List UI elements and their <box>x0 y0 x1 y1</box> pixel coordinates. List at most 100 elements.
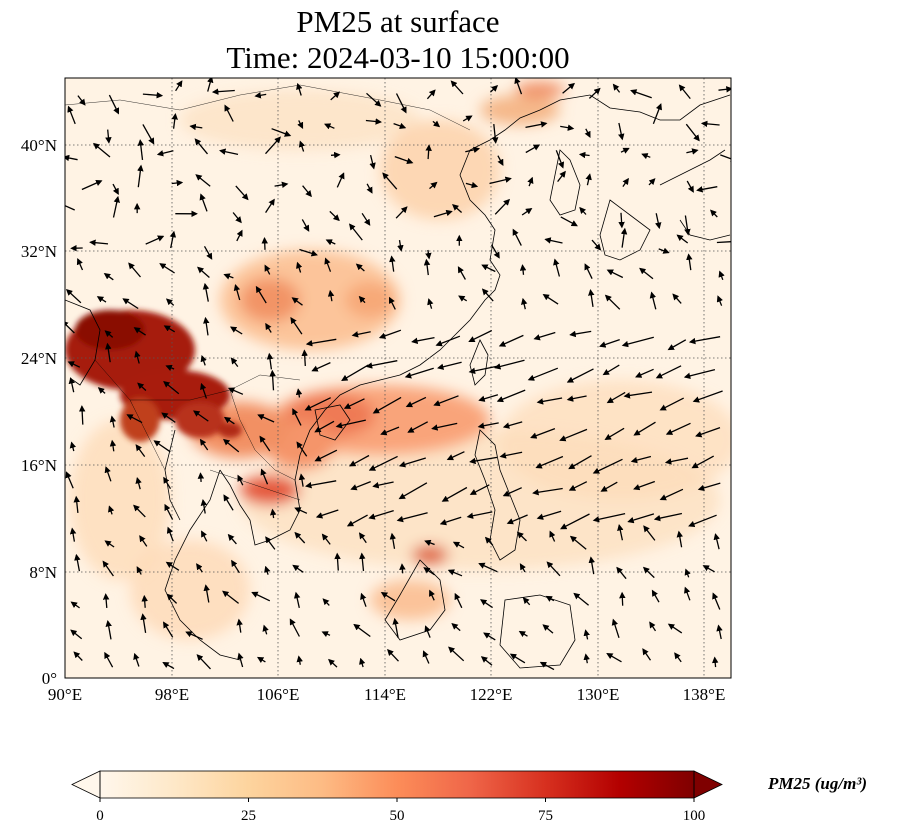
wind-arrow <box>73 651 83 661</box>
wind-arrow <box>327 289 335 302</box>
colorbar-label: PM25 (ug/m³) <box>768 774 868 793</box>
wind-arrow <box>378 329 402 339</box>
wind-arrow <box>604 427 625 440</box>
wind-arrow <box>651 589 660 603</box>
lat-tick-label: 0° <box>42 669 57 688</box>
wind-arrow <box>359 552 366 572</box>
wind-arrow <box>235 185 249 201</box>
wind-arrow <box>203 316 210 336</box>
wind-arrow <box>65 320 75 334</box>
wind-arrow <box>392 617 399 638</box>
wind-arrow <box>304 397 331 411</box>
wind-arrow <box>630 455 652 464</box>
wind-arrow <box>353 623 371 638</box>
wind-arrow <box>137 164 144 188</box>
wind-arrow <box>67 105 76 125</box>
wind-arrow <box>105 342 112 363</box>
wind-arrow <box>633 421 656 436</box>
wind-arrow <box>424 625 431 638</box>
wind-arrow <box>716 241 731 244</box>
wind-vectors <box>65 78 731 671</box>
latitude-axis: 0° 8°N 16°N 24°N 32°N 40°N <box>21 136 57 688</box>
wind-arrow <box>236 229 243 242</box>
wind-arrow <box>655 365 682 379</box>
wind-arrow <box>200 382 208 399</box>
wind-arrow <box>480 599 493 609</box>
wind-arrow <box>166 593 178 604</box>
wind-arrow <box>201 530 208 542</box>
wind-arrow <box>365 360 398 369</box>
colorbar-extend-min <box>71 770 101 799</box>
wind-arrow <box>664 457 689 465</box>
wind-arrow <box>265 136 281 155</box>
wind-arrow <box>185 631 203 640</box>
wind-arrow <box>104 651 114 668</box>
wind-arrow <box>302 185 312 198</box>
wind-arrow <box>266 352 274 370</box>
wind-arrow <box>69 441 77 452</box>
wind-arrow <box>274 181 289 189</box>
wind-arrow <box>108 505 115 515</box>
wind-arrow <box>76 258 84 271</box>
wind-arrow <box>295 388 303 398</box>
wind-arrow <box>97 387 106 394</box>
wind-arrow <box>109 415 117 428</box>
wind-arrow <box>398 482 428 500</box>
wind-arrow <box>315 509 339 519</box>
wind-arrow <box>639 267 654 280</box>
wind-arrow <box>616 566 627 580</box>
wind-arrow <box>260 468 269 485</box>
wind-arrow <box>439 516 462 526</box>
wind-arrow <box>78 405 86 425</box>
wind-arrow <box>667 339 687 351</box>
wind-arrow <box>145 235 165 245</box>
wind-arrow <box>497 155 504 166</box>
wind-arrow <box>322 598 330 606</box>
wind-arrow <box>468 365 498 375</box>
wind-arrow <box>231 559 240 574</box>
wind-arrow <box>289 618 300 637</box>
wind-arrow <box>189 123 203 131</box>
wind-arrow <box>431 422 458 431</box>
wind-arrow <box>611 618 620 638</box>
pm25-field <box>65 78 731 678</box>
wind-arrow <box>539 661 555 671</box>
wind-arrow <box>519 264 527 275</box>
wind-arrow <box>557 170 566 182</box>
wind-arrow <box>393 122 407 129</box>
wind-arrow <box>498 334 524 347</box>
wind-arrow <box>141 594 148 608</box>
wind-arrow <box>519 563 526 573</box>
wind-arrow <box>649 291 657 310</box>
wind-arrow <box>324 123 335 130</box>
wind-arrow <box>341 364 369 381</box>
wind-arrow <box>96 296 107 303</box>
wind-arrow <box>196 563 203 573</box>
wind-arrow <box>299 248 318 257</box>
wind-arrow <box>566 395 587 402</box>
wind-arrow <box>452 204 463 213</box>
wind-arrow <box>423 258 431 276</box>
wind-arrow <box>65 154 78 162</box>
lat-tick-label: 40°N <box>21 136 57 155</box>
wind-arrow <box>292 564 304 573</box>
wind-arrow <box>389 255 396 272</box>
wind-arrow <box>202 282 210 302</box>
wind-arrow <box>314 420 335 433</box>
colorbar-tick-label: 25 <box>241 808 256 824</box>
wind-arrow <box>227 533 237 545</box>
wind-arrow <box>257 414 275 423</box>
wind-arrow <box>122 298 139 310</box>
wind-arrow <box>224 104 234 122</box>
wind-arrow <box>481 264 496 273</box>
wind-arrow <box>620 147 630 154</box>
wind-arrow <box>600 481 618 492</box>
wind-arrow <box>709 209 718 218</box>
lon-tick-label: 90°E <box>48 685 82 704</box>
wind-arrow <box>335 419 366 429</box>
wind-arrow <box>104 466 112 482</box>
wind-arrow <box>506 514 528 525</box>
wind-arrow <box>223 273 234 280</box>
wind-arrow <box>499 451 523 459</box>
wind-arrow <box>525 144 541 154</box>
